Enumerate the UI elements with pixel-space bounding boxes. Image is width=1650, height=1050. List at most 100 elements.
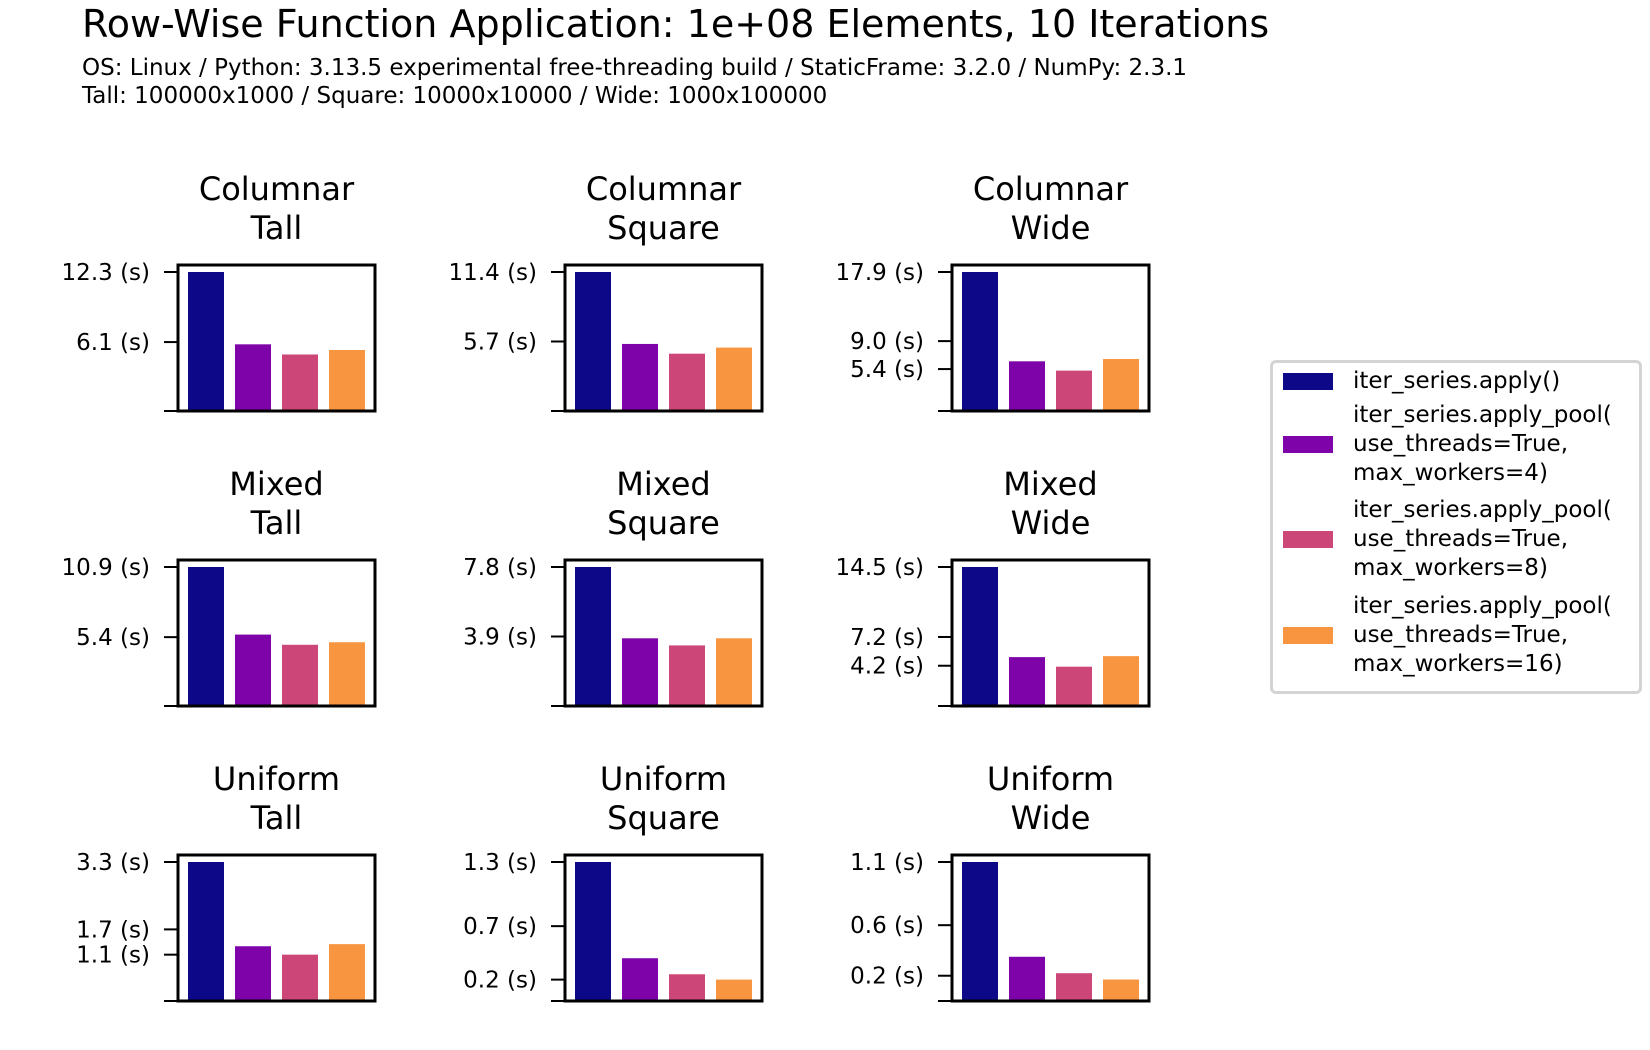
y-tick-label: 5.7 (s) [463,330,537,356]
bar [716,347,752,411]
subplot-title-line: Columnar [973,170,1129,208]
y-tick-label: 11.4 (s) [449,260,537,286]
bar [716,638,752,706]
y-tick-label: 7.8 (s) [463,555,537,581]
axes-frame [176,558,377,708]
bar [575,272,611,411]
bar [1009,956,1045,1001]
y-tick-label: 10.9 (s) [62,555,150,581]
legend-entry-apply: iter_series.apply() [1283,367,1560,396]
bar [1009,657,1045,706]
bar [1103,358,1139,411]
axes-frame [563,263,764,413]
axes-frame [950,558,1151,708]
legend-swatch-pool-16 [1283,627,1333,644]
bar [329,642,365,706]
subplot-title-line: Tall [250,504,303,542]
bar [1056,370,1092,411]
axes-frame [176,853,377,1003]
bar [575,862,611,1001]
bar [329,944,365,1001]
bar [669,974,705,1001]
subplot-title-line: Uniform [213,760,340,798]
subplot-title-line: Tall [250,799,303,837]
chart-subtitle-line-2: Tall: 100000x1000 / Square: 10000x10000 … [82,83,828,109]
bar [235,946,271,1001]
subplot-title-line: Columnar [586,170,742,208]
bar [329,349,365,411]
y-tick-label: 1.7 (s) [76,917,150,943]
bar [1103,979,1139,1001]
bar [1056,973,1092,1001]
y-tick-label: 4.2 (s) [850,654,924,680]
subplot-title-line: Tall [250,209,303,247]
axes-frame [950,853,1151,1003]
bar [575,567,611,706]
axes-frame [563,853,764,1003]
legend-swatch-pool-4 [1283,436,1333,453]
y-tick-label: 0.6 (s) [850,913,924,939]
y-tick-label: 14.5 (s) [836,555,924,581]
bar [235,344,271,411]
axes-frame [950,263,1151,413]
legend: iter_series.apply() iter_series.apply_po… [1270,360,1642,694]
y-tick-label: 0.7 (s) [463,914,537,940]
chart-subtitle-line-1: OS: Linux / Python: 3.13.5 experimental … [82,55,1188,81]
legend-label-pool-8: iter_series.apply_pool( use_threads=True… [1353,497,1612,581]
bar [622,343,658,411]
subplot-title-line: Uniform [987,760,1114,798]
bar [188,272,224,411]
bar [188,567,224,706]
subplot-title-line: Mixed [616,465,710,503]
y-tick-label: 1.3 (s) [463,850,537,876]
y-tick-label: 1.1 (s) [850,850,924,876]
subplot-title-line: Wide [1011,799,1091,837]
bar [188,862,224,1001]
bar [1009,361,1045,411]
y-tick-label: 3.9 (s) [463,625,537,651]
y-tick-label: 3.3 (s) [76,850,150,876]
y-tick-label: 1.1 (s) [76,943,150,969]
bar [282,644,318,706]
subplot-title-line: Square [607,799,720,837]
subplot-title-line: Square [607,209,720,247]
y-tick-label: 5.4 (s) [850,357,924,383]
subplot-title-line: Columnar [199,170,355,208]
legend-swatch-apply [1283,373,1333,390]
subplot-title-line: Wide [1011,209,1091,247]
axes-frame [176,263,377,413]
bar [282,354,318,411]
legend-label-pool-4: iter_series.apply_pool( use_threads=True… [1353,402,1612,486]
y-tick-label: 17.9 (s) [836,260,924,286]
bar [282,954,318,1001]
bar [1103,656,1139,706]
subplot-title-line: Wide [1011,504,1091,542]
y-tick-label: 9.0 (s) [850,329,924,355]
axes-frame [563,558,764,708]
legend-swatch-pool-8 [1283,531,1333,548]
subplot-title-line: Mixed [229,465,323,503]
legend-entry-pool-16: iter_series.apply_pool( use_threads=True… [1283,592,1612,679]
bar [622,958,658,1001]
bar [669,645,705,706]
bar [235,634,271,706]
legend-label-pool-16: iter_series.apply_pool( use_threads=True… [1353,593,1612,677]
y-tick-label: 7.2 (s) [850,625,924,651]
subplot-title-line: Mixed [1003,465,1097,503]
subplot-title-line: Square [607,504,720,542]
bar [669,353,705,411]
legend-entry-pool-4: iter_series.apply_pool( use_threads=True… [1283,401,1612,488]
bar [962,567,998,706]
bar [716,979,752,1001]
legend-label-apply: iter_series.apply() [1353,368,1561,394]
page-title: Row-Wise Function Application: 1e+08 Ele… [82,2,1270,46]
